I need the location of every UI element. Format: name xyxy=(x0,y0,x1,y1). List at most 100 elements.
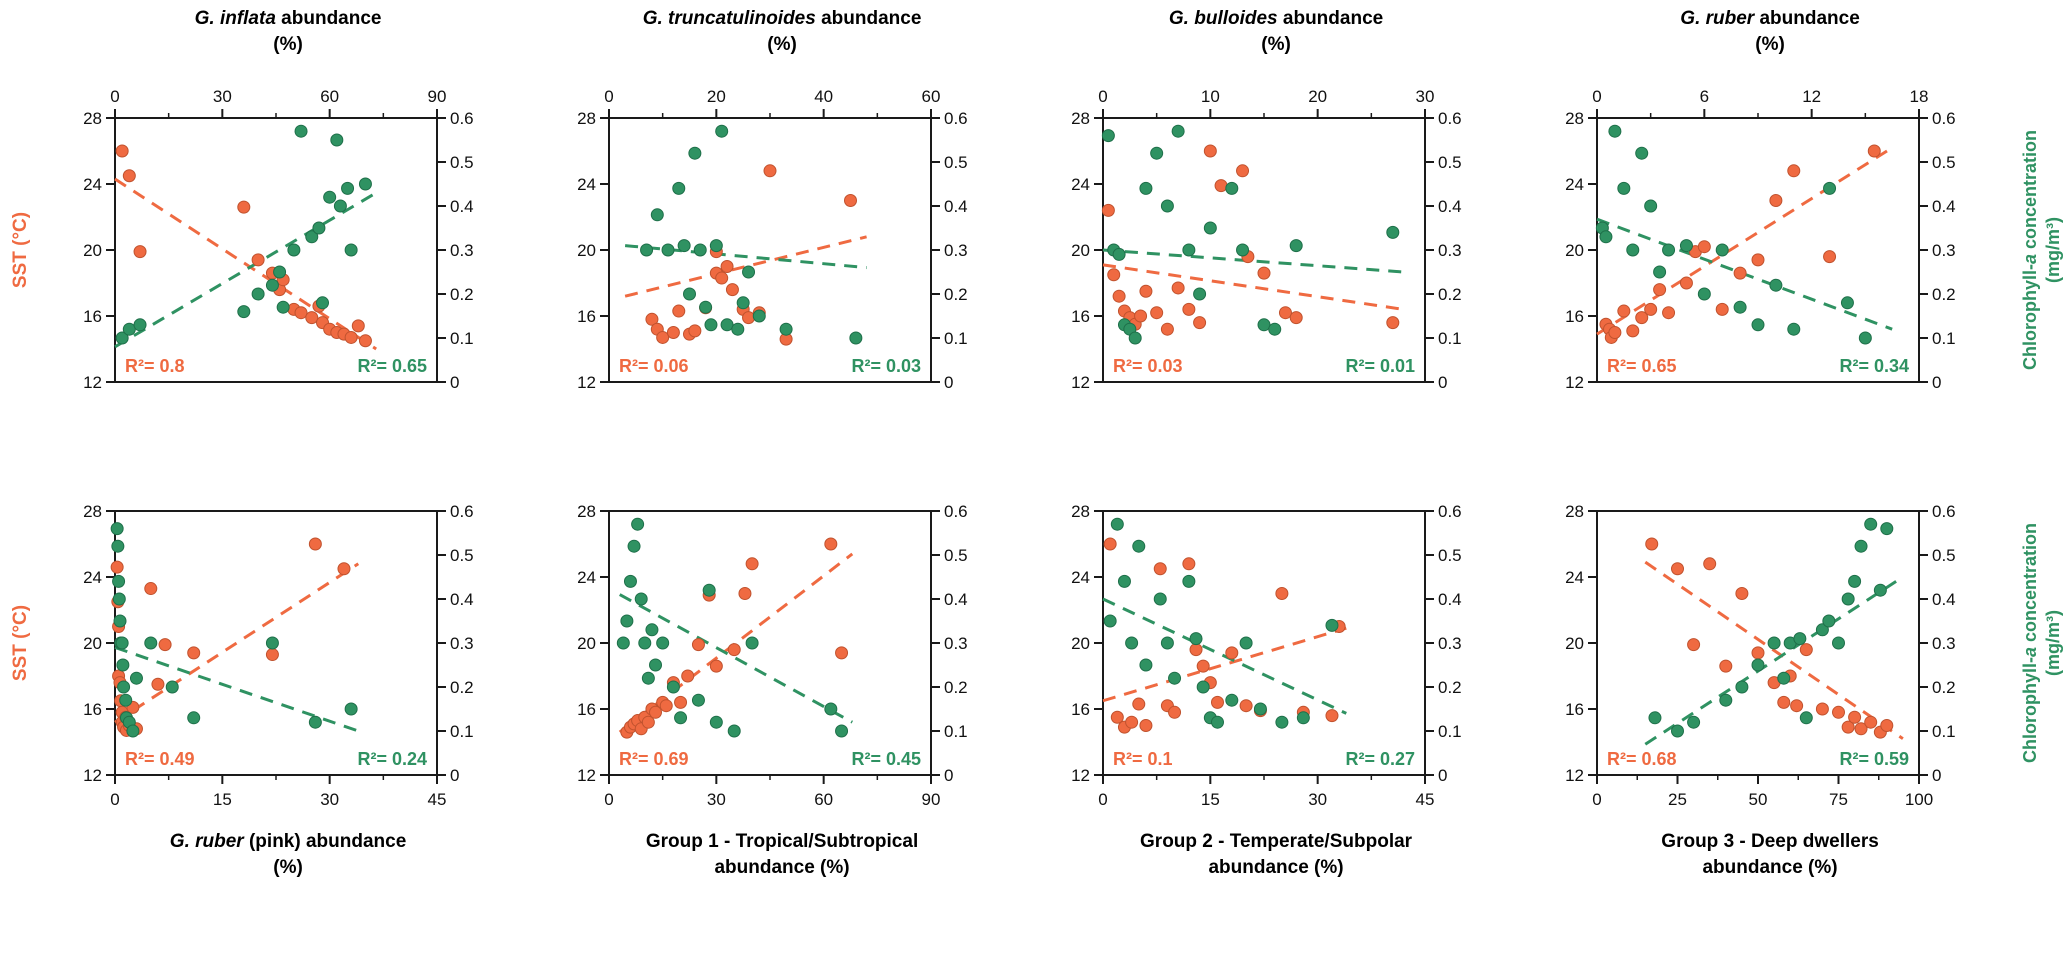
point-sst xyxy=(672,304,686,318)
point-sst xyxy=(1735,587,1749,600)
y-right-tick-label: 0.4 xyxy=(1438,590,1462,609)
trendline-sst xyxy=(1102,263,1404,311)
point-chl xyxy=(1751,318,1765,332)
point-chl xyxy=(1386,225,1400,239)
plot-g-ruber: 0 6 12 18 12 16 20 24 28 0 0.1 0.2 0.3 0.4 0.5 0.6 R²= 0… xyxy=(1565,87,1956,392)
point-chl xyxy=(1275,715,1289,729)
point-sst xyxy=(1139,284,1153,298)
point-chl xyxy=(1687,715,1701,729)
point-sst xyxy=(725,283,739,297)
point-chl xyxy=(656,636,670,650)
point-chl xyxy=(1211,715,1225,729)
x-tick-label: 30 xyxy=(1416,87,1435,106)
point-sst xyxy=(1103,537,1117,551)
y-right-tick-label: 0.3 xyxy=(1932,241,1956,260)
point-chl xyxy=(1697,287,1711,301)
trendline-sst xyxy=(114,562,360,724)
y-left-tick-label: 24 xyxy=(1565,568,1584,587)
y-right-tick-label: 0.4 xyxy=(1932,197,1956,216)
r2-label-chl: R²= 0.27 xyxy=(1346,749,1416,769)
y-right-tick-label: 0.5 xyxy=(1438,153,1462,172)
x-tick-label: 100 xyxy=(1905,790,1933,809)
x-tick-label: 15 xyxy=(1201,790,1220,809)
y-right-tick-label: 0.3 xyxy=(450,241,474,260)
point-chl xyxy=(1139,181,1153,195)
point-chl xyxy=(1132,539,1146,553)
y-left-tick-label: 16 xyxy=(1071,700,1090,719)
y-right-tick-label: 0.5 xyxy=(1932,153,1956,172)
x-tick-label: 45 xyxy=(1416,790,1435,809)
point-sst xyxy=(1867,144,1881,158)
point-chl xyxy=(1662,243,1676,257)
y-left-tick-label: 24 xyxy=(83,175,102,194)
point-sst xyxy=(1275,587,1289,600)
point-chl xyxy=(287,243,301,257)
y-right-tick-label: 0 xyxy=(1438,373,1447,392)
panel-g-ruber-pink: 0 15 30 45 12 16 20 24 28 0 0.1 0.2 0.3 0.4 0.5 0.6 R²= … xyxy=(41,489,535,978)
y-right-tick-label: 0.6 xyxy=(1932,502,1956,521)
y-right-tick-label: 0 xyxy=(1932,766,1941,785)
x-tick-label: 45 xyxy=(428,790,447,809)
y-left-tick-label: 24 xyxy=(83,568,102,587)
point-sst xyxy=(1662,306,1676,320)
point-chl xyxy=(1751,658,1765,672)
y-right-tick-label: 0.2 xyxy=(450,678,474,697)
point-sst xyxy=(1777,695,1791,709)
plot-g-truncatulinoides: 0 20 40 60 12 16 20 24 28 0 0.1 0.2 0.3 0.4 0.5 0.6 R²= … xyxy=(577,87,968,392)
point-sst xyxy=(158,638,172,652)
point-chl xyxy=(731,322,745,336)
y-right-tick-label: 0.1 xyxy=(1438,329,1462,348)
point-sst xyxy=(1815,702,1829,716)
y-right-tick-label: 0.6 xyxy=(1932,109,1956,128)
r2-label-chl: R²= 0.01 xyxy=(1346,356,1416,376)
point-chl xyxy=(709,239,723,253)
point-sst xyxy=(1790,699,1804,713)
x-tick-label: 25 xyxy=(1668,790,1687,809)
left-label-cell-top: SST (°C) xyxy=(0,0,41,489)
y-right-tick-label: 0.1 xyxy=(1932,722,1956,741)
panel-group-2: 0 15 30 45 12 16 20 24 28 0 0.1 0.2 0.3 0.4 0.5 0.6 R²= … xyxy=(1029,489,1523,978)
point-sst xyxy=(649,705,663,719)
x-tick-label: 0 xyxy=(1592,790,1601,809)
point-chl xyxy=(1196,680,1210,694)
right-axis-label-column: Chlorophyll-a concentration (mg/m³) Chlor… xyxy=(2017,0,2067,978)
point-chl xyxy=(1296,711,1310,725)
y-right-tick-label: 0.2 xyxy=(1438,285,1462,304)
x-tick-label: 75 xyxy=(1829,790,1848,809)
point-chl xyxy=(119,693,133,707)
r2-label-chl: R²= 0.65 xyxy=(358,356,428,376)
point-sst xyxy=(844,194,858,207)
chl-axis-label: Chlorophyll-a concentration (mg/m³) xyxy=(2020,522,2064,764)
chl-axis-label: Chlorophyll-a concentration (mg/m³) xyxy=(2020,129,2064,371)
y-right-tick-label: 0.2 xyxy=(1438,678,1462,697)
point-sst xyxy=(358,334,372,348)
point-sst xyxy=(674,695,688,709)
r2-label-sst: R²= 0.03 xyxy=(1113,356,1183,376)
point-sst xyxy=(715,271,729,285)
x-tick-label: 0 xyxy=(1098,87,1107,106)
y-left-tick-label: 20 xyxy=(83,634,102,653)
plot-group-3: 0 25 50 75 100 12 16 20 24 28 0 0.1 0.2 0.3 0.4 0.5 0.6 R… xyxy=(1565,502,1956,809)
point-chl xyxy=(1182,574,1196,588)
y-left-tick-label: 20 xyxy=(1071,634,1090,653)
x-tick-label: 90 xyxy=(922,790,941,809)
point-chl xyxy=(294,124,308,138)
point-chl xyxy=(115,331,129,345)
point-chl xyxy=(133,318,147,332)
point-chl xyxy=(116,658,130,672)
plot-frame xyxy=(114,117,439,383)
plot-frame xyxy=(1102,117,1427,383)
point-chl xyxy=(1101,129,1115,143)
x-tick-label: 18 xyxy=(1910,87,1929,106)
y-right-tick-label: 0.1 xyxy=(450,722,474,741)
left-label-cell-bottom: SST (°C) xyxy=(0,489,41,978)
point-chl xyxy=(122,322,136,336)
point-sst xyxy=(1150,306,1164,320)
y-right-tick-label: 0.3 xyxy=(1932,634,1956,653)
point-sst xyxy=(835,646,849,660)
point-sst xyxy=(1107,268,1121,282)
point-chl xyxy=(1160,199,1174,213)
point-sst xyxy=(688,324,702,338)
y-right-tick-label: 0.5 xyxy=(944,153,968,172)
